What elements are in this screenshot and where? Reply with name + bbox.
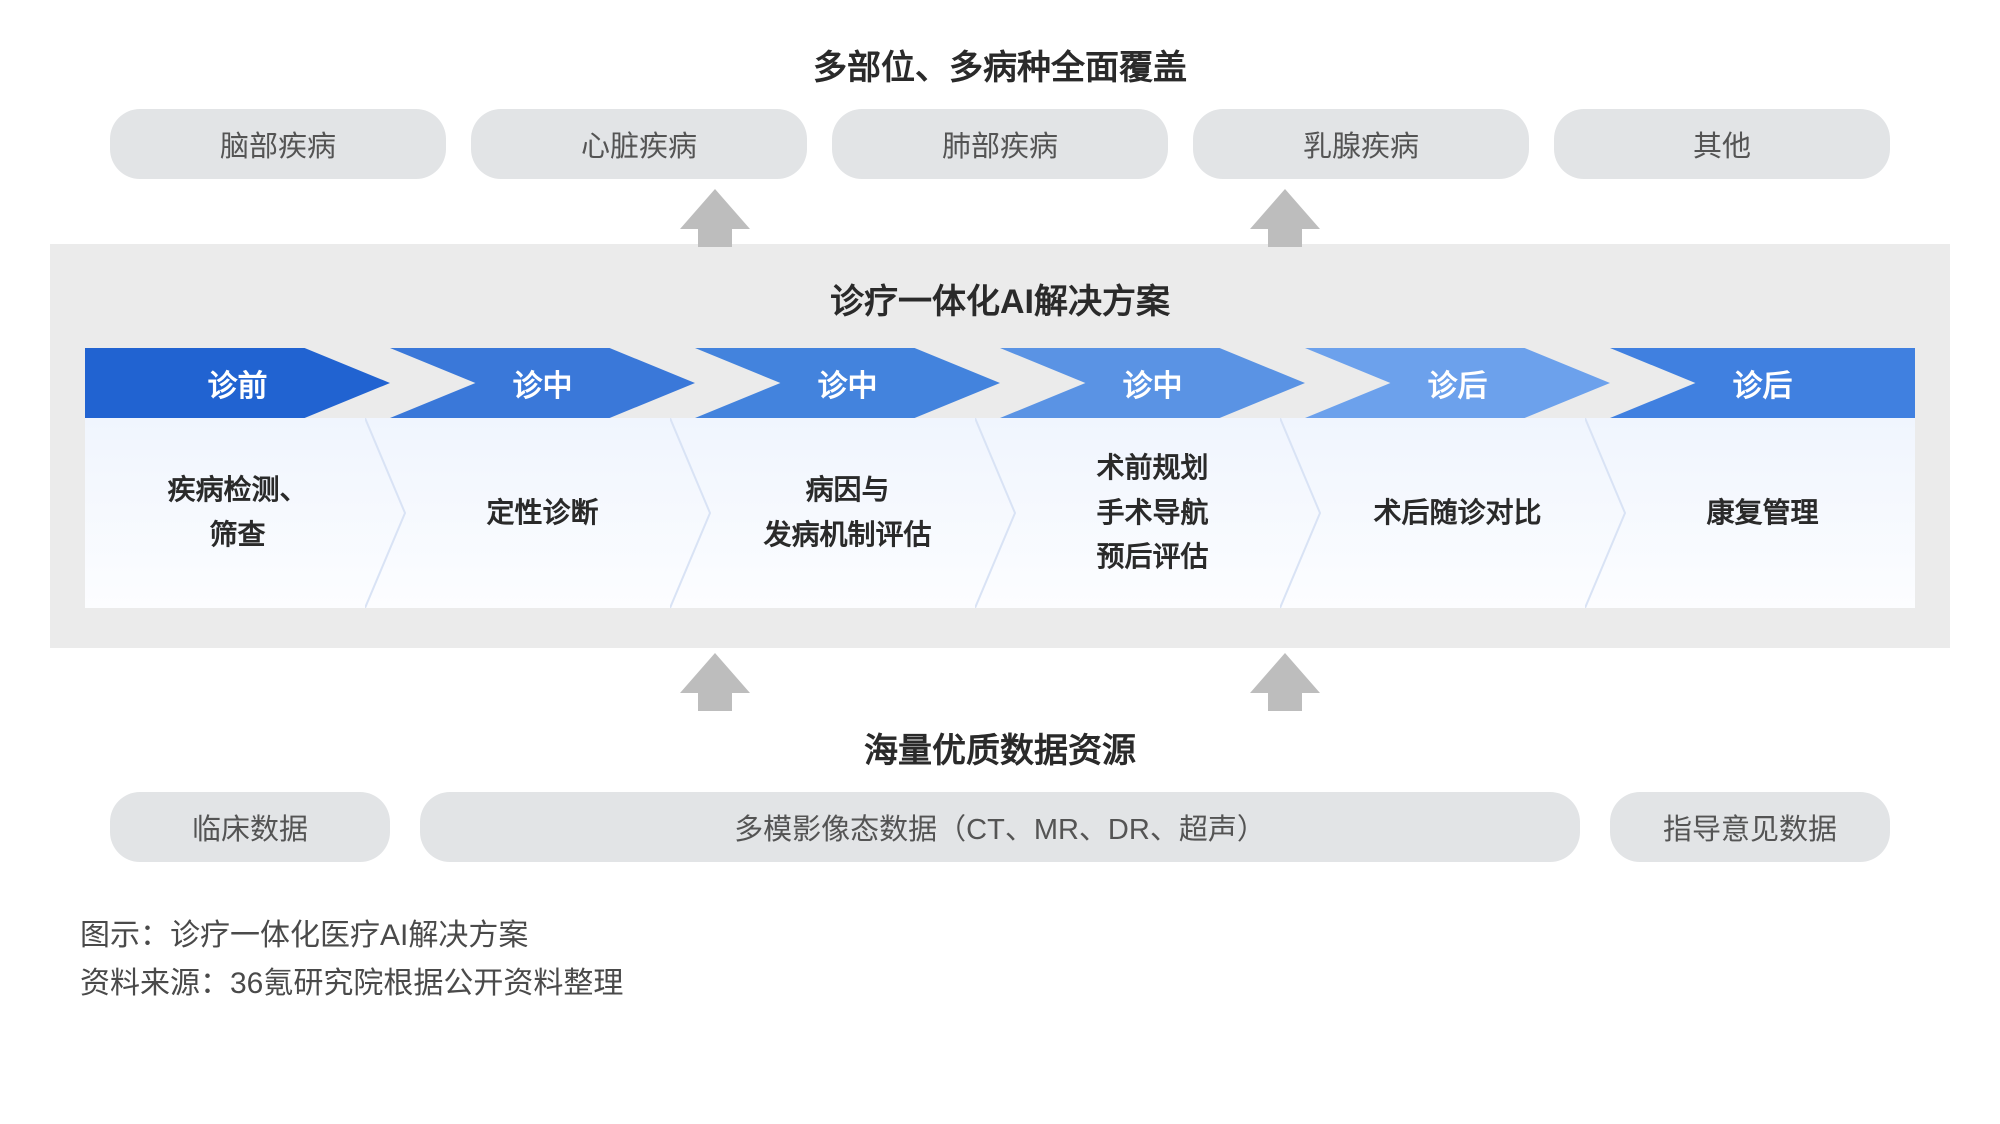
chevron-separator-icon bbox=[1585, 418, 1635, 608]
disease-pill: 肺部疾病 bbox=[832, 109, 1168, 179]
chevron-body: 定性诊断 bbox=[390, 418, 695, 608]
chevron-body: 术后随诊对比 bbox=[1305, 418, 1610, 608]
chevron-separator-icon bbox=[670, 418, 720, 608]
footer-caption: 图示：诊疗一体化医疗AI解决方案 bbox=[80, 912, 1950, 960]
chevron-body: 疾病检测、 筛查 bbox=[85, 418, 390, 608]
chevron-separator-icon bbox=[365, 418, 415, 608]
diagram-container: 多部位、多病种全面覆盖 脑部疾病 心脏疾病 肺部疾病 乳腺疾病 其他 诊疗一体化… bbox=[50, 40, 1950, 1008]
data-source-pill: 指导意见数据 bbox=[1610, 792, 1890, 862]
footer: 图示：诊疗一体化医疗AI解决方案 资料来源：36氪研究院根据公开资料整理 bbox=[50, 912, 1950, 1008]
chevron-body: 康复管理 bbox=[1610, 418, 1915, 608]
chevron-item: 诊中术前规划 手术导航 预后评估 bbox=[1000, 348, 1305, 608]
disease-pill: 脑部疾病 bbox=[110, 109, 446, 179]
disease-pill: 其他 bbox=[1554, 109, 1890, 179]
arrow-up-icon bbox=[1250, 653, 1320, 693]
chevron-header: 诊中 bbox=[695, 348, 1000, 418]
chevron-header: 诊中 bbox=[1000, 348, 1305, 418]
arrow-row-top bbox=[50, 189, 1950, 244]
arrow-row-bottom bbox=[50, 653, 1950, 708]
data-source-row: 临床数据多模影像态数据（CT、MR、DR、超声） 指导意见数据 bbox=[50, 792, 1950, 862]
data-source-pill: 临床数据 bbox=[110, 792, 390, 862]
chevron-header: 诊后 bbox=[1610, 348, 1915, 418]
chevron-item: 诊后术后随诊对比 bbox=[1305, 348, 1610, 608]
chevron-row: 诊前疾病检测、 筛查诊中定性诊断诊中病因与 发病机制评估诊中术前规划 手术导航 … bbox=[85, 348, 1915, 608]
chevron-item: 诊中病因与 发病机制评估 bbox=[695, 348, 1000, 608]
disease-pill-row: 脑部疾病 心脏疾病 肺部疾病 乳腺疾病 其他 bbox=[50, 109, 1950, 179]
data-title: 海量优质数据资源 bbox=[50, 723, 1950, 772]
data-source-pill: 多模影像态数据（CT、MR、DR、超声） bbox=[420, 792, 1580, 862]
middle-section: 诊疗一体化AI解决方案 诊前疾病检测、 筛查诊中定性诊断诊中病因与 发病机制评估… bbox=[50, 244, 1950, 648]
disease-pill: 乳腺疾病 bbox=[1193, 109, 1529, 179]
footer-source: 资料来源：36氪研究院根据公开资料整理 bbox=[80, 960, 1950, 1008]
chevron-item: 诊前疾病检测、 筛查 bbox=[85, 348, 390, 608]
disease-pill: 心脏疾病 bbox=[471, 109, 807, 179]
chevron-header: 诊后 bbox=[1305, 348, 1610, 418]
chevron-item: 诊中定性诊断 bbox=[390, 348, 695, 608]
chevron-header: 诊前 bbox=[85, 348, 390, 418]
chevron-header: 诊中 bbox=[390, 348, 695, 418]
chevron-body: 病因与 发病机制评估 bbox=[695, 418, 1000, 608]
top-title: 多部位、多病种全面覆盖 bbox=[50, 40, 1950, 89]
arrow-up-icon bbox=[680, 653, 750, 693]
chevron-body: 术前规划 手术导航 预后评估 bbox=[1000, 418, 1305, 608]
chevron-separator-icon bbox=[1280, 418, 1330, 608]
arrow-up-icon bbox=[1250, 189, 1320, 229]
chevron-separator-icon bbox=[975, 418, 1025, 608]
chevron-item: 诊后康复管理 bbox=[1610, 348, 1915, 608]
middle-title: 诊疗一体化AI解决方案 bbox=[85, 274, 1915, 323]
arrow-up-icon bbox=[680, 189, 750, 229]
